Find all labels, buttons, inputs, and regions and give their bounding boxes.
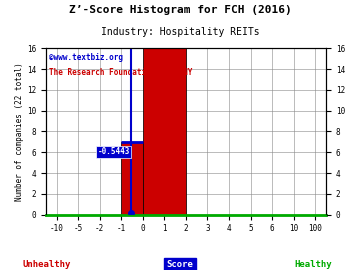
Bar: [143, 48, 186, 215]
Y-axis label: Number of companies (22 total): Number of companies (22 total): [15, 62, 24, 201]
Text: Healthy: Healthy: [294, 260, 332, 269]
Text: Score: Score: [167, 260, 193, 269]
Bar: [121, 142, 143, 215]
Text: Unhealthy: Unhealthy: [23, 260, 71, 269]
Text: Industry: Hospitality REITs: Industry: Hospitality REITs: [101, 27, 259, 37]
Text: Z’-Score Histogram for FCH (2016): Z’-Score Histogram for FCH (2016): [69, 5, 291, 15]
Text: ©www.textbiz.org: ©www.textbiz.org: [49, 53, 122, 62]
Text: -0.5443: -0.5443: [98, 147, 130, 156]
Text: The Research Foundation of SUNY: The Research Foundation of SUNY: [49, 68, 192, 77]
